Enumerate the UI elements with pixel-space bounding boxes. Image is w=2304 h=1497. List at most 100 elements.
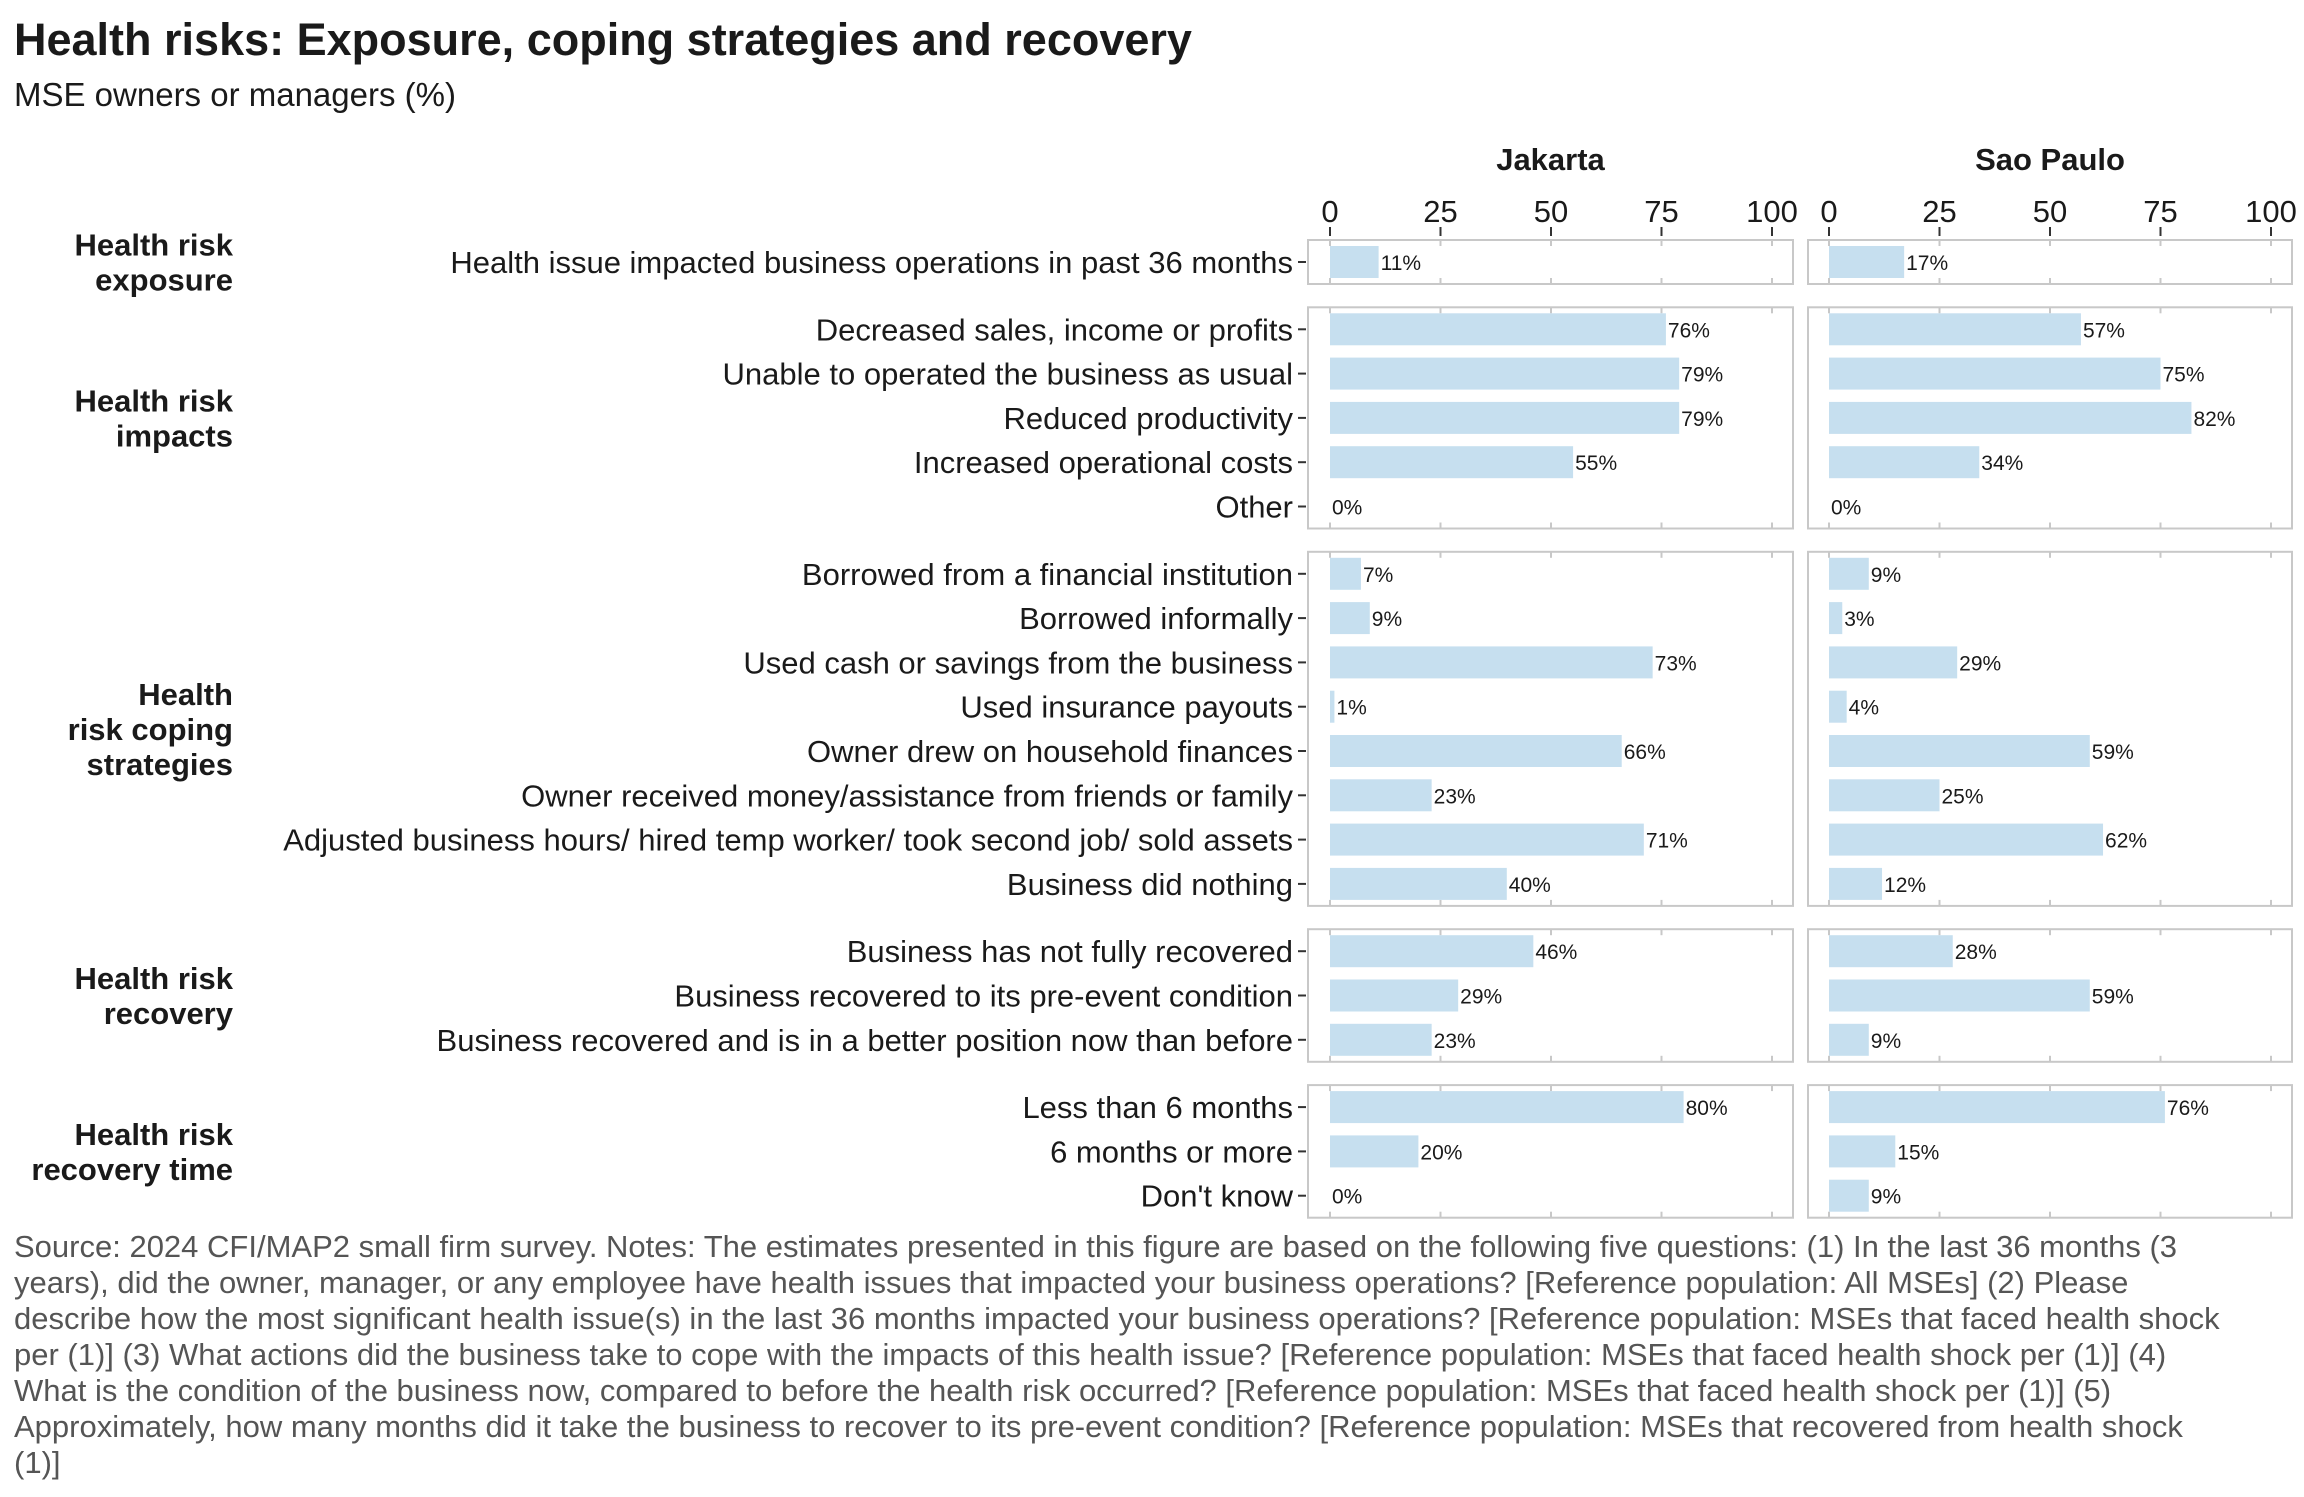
bar-jakarta: [1330, 935, 1534, 968]
group-label-4: recovery time: [31, 1152, 233, 1187]
value-label: 66%: [1624, 741, 1666, 764]
bar-chart: Jakarta 0 25 50 75 100 Sao Paulo 0 25 50 75 100 Heal…: [31, 142, 2297, 1219]
x-tick-label: 50: [1534, 194, 1568, 229]
group-label-3: Health risk: [74, 961, 233, 996]
value-label: 75%: [2163, 364, 2205, 387]
category-label: 6 months or more: [1050, 1134, 1293, 1169]
bar-jakarta: [1330, 690, 1335, 723]
value-label: 23%: [1434, 785, 1476, 808]
bar-sao-paulo: [1829, 779, 1940, 812]
category-label: Increased operational costs: [914, 445, 1293, 480]
value-label: 25%: [1942, 785, 1984, 808]
bar-sao-paulo: [1829, 935, 1953, 968]
value-label: 62%: [2105, 830, 2147, 853]
bar-jakarta: [1330, 1091, 1684, 1124]
bar-sao-paulo: [1829, 357, 2161, 390]
group-label-0: exposure: [95, 263, 233, 298]
value-label: 76%: [1668, 319, 1710, 342]
group-label-2: strategies: [87, 747, 233, 782]
category-label: Other: [1215, 490, 1293, 525]
category-label: Borrowed informally: [1019, 601, 1293, 636]
category-label: Business recovered to its pre-event cond…: [674, 979, 1293, 1014]
value-label: 59%: [2092, 986, 2134, 1009]
value-label: 4%: [1849, 697, 1879, 720]
bar-sao-paulo: [1829, 690, 1847, 723]
category-label: Adjusted business hours/ hired temp work…: [283, 823, 1293, 858]
value-label: 9%: [1871, 1030, 1901, 1053]
value-label: 12%: [1884, 874, 1926, 897]
bar-jakarta: [1330, 557, 1361, 590]
x-tick-label: 50: [2033, 194, 2067, 229]
bar-sao-paulo: [1829, 246, 1905, 278]
category-label: Used insurance payouts: [960, 690, 1293, 725]
source-note: Source: 2024 CFI/MAP2 small firm survey.…: [14, 1229, 2220, 1480]
facet-title-1: Sao Paulo: [1975, 142, 2125, 177]
value-label: 79%: [1681, 408, 1723, 431]
bar-sao-paulo: [1829, 313, 2081, 346]
value-label: 59%: [2092, 741, 2134, 764]
value-label: 0%: [1332, 497, 1362, 520]
value-label: 7%: [1363, 564, 1393, 587]
category-label: Don't know: [1141, 1179, 1294, 1214]
category-label: Business recovered and is in a better po…: [437, 1023, 1293, 1058]
value-label: 28%: [1955, 941, 1997, 964]
bar-jakarta: [1330, 867, 1507, 900]
bar-jakarta: [1330, 602, 1370, 635]
bar-sao-paulo: [1829, 1179, 1869, 1212]
x-tick-label: 100: [2245, 194, 2297, 229]
value-label: 9%: [1372, 608, 1402, 631]
value-label: 34%: [1981, 452, 2023, 475]
group-label-4: Health risk: [74, 1117, 233, 1152]
group-label-0: Health risk: [74, 228, 233, 263]
bar-sao-paulo: [1829, 1091, 2165, 1124]
bar-sao-paulo: [1829, 557, 1869, 590]
x-tick-label: 25: [1423, 194, 1457, 229]
value-label: 9%: [1871, 1186, 1901, 1209]
value-label: 11%: [1381, 252, 1421, 275]
category-label: Less than 6 months: [1022, 1090, 1293, 1125]
value-label: 76%: [2167, 1097, 2209, 1120]
bar-sao-paulo: [1829, 401, 2192, 434]
category-label: Owner received money/assistance from fri…: [521, 778, 1293, 813]
value-label: 46%: [1535, 941, 1577, 964]
value-label: 80%: [1686, 1097, 1728, 1120]
value-label: 73%: [1655, 652, 1697, 675]
category-label: Owner drew on household finances: [807, 734, 1293, 769]
value-label: 29%: [1460, 986, 1502, 1009]
bar-jakarta: [1330, 313, 1666, 346]
bar-jakarta: [1330, 735, 1622, 767]
category-label: Reduced productivity: [1004, 401, 1294, 436]
value-label: 55%: [1575, 452, 1617, 475]
x-tick-label: 0: [1820, 194, 1837, 229]
value-label: 1%: [1336, 697, 1366, 720]
category-label: Business did nothing: [1007, 867, 1293, 902]
value-label: 82%: [2193, 408, 2235, 431]
category-label: Health issue impacted business operation…: [450, 245, 1293, 280]
value-label: 3%: [1844, 608, 1874, 631]
bar-jakarta: [1330, 646, 1653, 679]
x-tick-label: 0: [1321, 194, 1338, 229]
category-label: Used cash or savings from the business: [743, 645, 1293, 680]
bar-sao-paulo: [1829, 1135, 1896, 1168]
value-label: 23%: [1434, 1030, 1476, 1053]
bar-sao-paulo: [1829, 602, 1843, 635]
bar-jakarta: [1330, 246, 1379, 278]
bar-jakarta: [1330, 401, 1680, 434]
chart-subtitle: MSE owners or managers (%): [14, 76, 456, 113]
value-label: 17%: [1906, 252, 1948, 275]
x-tick-label: 25: [1922, 194, 1956, 229]
group-label-3: recovery: [104, 996, 234, 1031]
bar-jakarta: [1330, 823, 1644, 856]
x-tick-label: 75: [2143, 194, 2177, 229]
value-label: 0%: [1332, 1186, 1362, 1209]
group-label-2: risk coping: [68, 712, 233, 747]
bar-jakarta: [1330, 446, 1574, 479]
value-label: 9%: [1871, 564, 1901, 587]
value-label: 15%: [1897, 1141, 1939, 1164]
bar-sao-paulo: [1829, 1023, 1869, 1056]
x-tick-label: 75: [1644, 194, 1678, 229]
bar-sao-paulo: [1829, 646, 1958, 679]
value-label: 40%: [1509, 874, 1551, 897]
chart-title: Health risks: Exposure, coping strategie…: [14, 14, 1192, 65]
bar-jakarta: [1330, 357, 1680, 390]
